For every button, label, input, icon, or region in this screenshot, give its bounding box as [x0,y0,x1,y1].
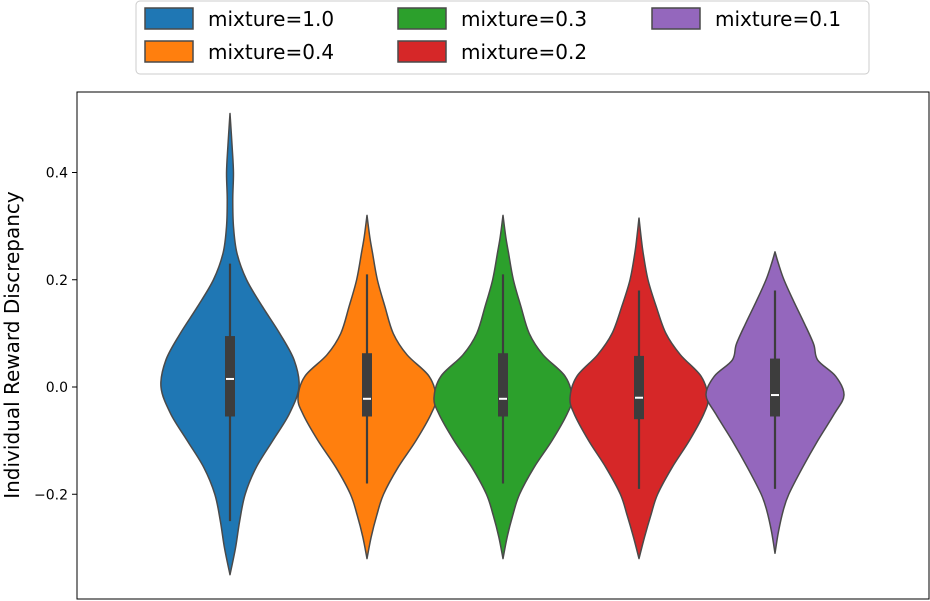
y-axis-label: Individual Reward Discrepancy [0,191,24,499]
iqr-box [770,358,780,417]
legend-label: mixture=0.2 [461,40,587,64]
legend-swatch [397,40,447,63]
legend-swatch [397,7,447,30]
iqr-box [225,336,235,417]
legend-item: mixture=0.2 [397,40,587,64]
iqr-box [634,355,644,420]
axes-frame [76,91,930,600]
iqr-box [498,353,508,417]
violin-mixture=0.2 [569,217,709,560]
legend-swatch [144,7,194,30]
legend-item: mixture=0.4 [144,40,334,64]
y-tick-label: 0.2 [46,273,68,289]
legend-swatch [144,40,194,63]
plot-area: −0.2 0.0 0.2 0.4 [34,91,930,600]
violin-mixture=1.0 [160,112,300,576]
legend-swatch [651,7,701,30]
legend-item: mixture=0.1 [651,7,841,31]
legend: mixture=1.0 mixture=0.4 mixture=0.3 mixture… [135,0,870,75]
legend-item: mixture=1.0 [144,7,334,31]
legend-label: mixture=1.0 [208,7,334,31]
legend-label: mixture=0.3 [461,7,587,31]
iqr-box [362,353,372,417]
legend-label: mixture=0.4 [208,40,334,64]
y-tick-label: −0.2 [34,487,68,503]
violin-mixture=0.4 [297,214,437,560]
y-tick-label: 0.4 [46,166,68,182]
legend-item: mixture=0.3 [397,7,587,31]
y-tick-label: 0.0 [46,380,68,396]
violin-mixture=0.3 [433,214,573,560]
violin-mixture=0.1 [705,251,845,554]
legend-label: mixture=0.1 [715,7,841,31]
